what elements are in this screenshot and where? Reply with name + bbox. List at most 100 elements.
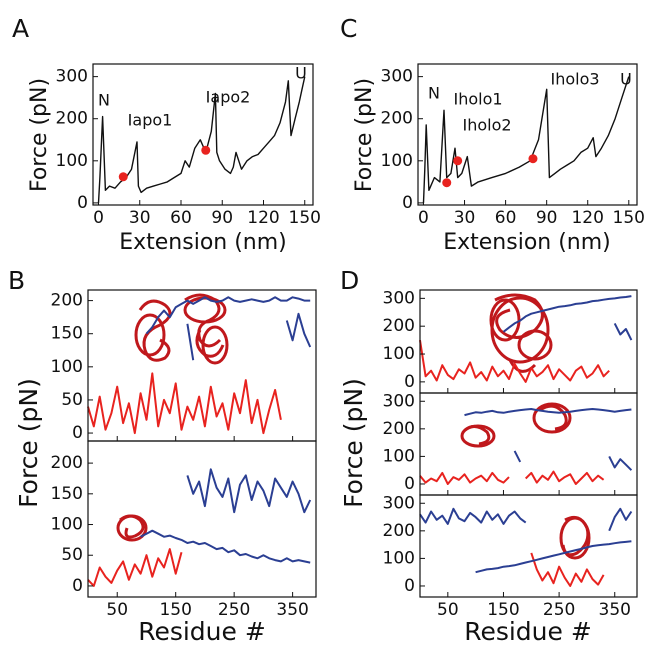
force-trace: [475, 540, 632, 574]
x-tick-label: 60: [495, 208, 517, 228]
x-axis-label: Residue #: [464, 617, 592, 646]
y-tick-label: 200: [383, 521, 415, 541]
y-tick-label: 100: [56, 151, 88, 171]
x-tick-label: 30: [129, 208, 151, 228]
force-trace: [145, 296, 311, 335]
y-tick-label: 200: [383, 316, 415, 336]
y-tick-label: 0: [77, 193, 88, 213]
force-trace: [513, 450, 633, 471]
x-tick-label: 250: [543, 600, 575, 620]
intermediate-point: [442, 178, 452, 188]
annotation: U: [295, 64, 307, 83]
x-axis-label: Extension (nm): [119, 230, 287, 255]
force-trace: [140, 529, 311, 564]
y-axis-label: Force (pN): [14, 378, 43, 508]
y-tick-label: 200: [51, 291, 83, 311]
force-trace: [186, 468, 312, 514]
protein-structure: [559, 515, 591, 560]
y-tick-label: 200: [381, 109, 413, 129]
y-tick-label: 150: [51, 324, 83, 344]
y-tick-label: 200: [56, 109, 88, 129]
protein-structure: [460, 402, 572, 448]
x-tick-label: 150: [289, 208, 321, 228]
y-tick-label: 300: [383, 391, 415, 411]
y-tick-label: 200: [51, 453, 83, 473]
plot-frame: [417, 63, 638, 206]
x-tick-label: 60: [170, 208, 192, 228]
force-trace: [87, 372, 282, 435]
plot-frame: [87, 440, 317, 598]
force-trace: [530, 552, 605, 587]
x-tick-label: 90: [211, 208, 233, 228]
x-tick-label: 90: [536, 208, 558, 228]
panel-label: A: [12, 14, 29, 43]
annotation: Iholo1: [453, 90, 502, 109]
x-tick-label: 120: [571, 208, 603, 228]
x-tick-label: 350: [276, 600, 308, 620]
y-tick-label: 100: [51, 515, 83, 535]
annotation: U: [620, 70, 632, 89]
plot-frame: [92, 63, 314, 206]
intermediate-point: [528, 154, 538, 164]
y-tick-label: 50: [61, 545, 83, 565]
intermediate-point: [453, 156, 463, 166]
y-tick-label: 150: [51, 484, 83, 504]
annotation: Iholo2: [462, 116, 511, 135]
x-tick-label: 0: [418, 208, 429, 228]
x-tick-label: 150: [487, 600, 519, 620]
force-trace: [419, 507, 633, 532]
panel-label: D: [340, 266, 359, 295]
annotation: Iapo2: [206, 88, 251, 107]
x-tick-label: 0: [93, 208, 104, 228]
x-tick-label: 350: [599, 600, 631, 620]
x-tick-label: 50: [437, 600, 459, 620]
panel-label: B: [8, 266, 25, 295]
y-axis-label: Force (pN): [339, 378, 368, 508]
intermediate-point: [201, 145, 211, 155]
force-trace: [613, 322, 633, 341]
y-tick-label: 0: [402, 193, 413, 213]
x-tick-label: 150: [159, 600, 191, 620]
x-tick-label: 150: [613, 208, 645, 228]
protein-structure: [116, 514, 148, 542]
y-axis-label: Force (pN): [352, 78, 377, 192]
y-tick-label: 300: [383, 288, 415, 308]
force-trace: [419, 339, 610, 383]
panel-label: C: [340, 14, 357, 43]
y-tick-label: 0: [72, 576, 83, 596]
y-tick-label: 200: [383, 419, 415, 439]
y-tick-label: 300: [56, 67, 88, 87]
y-tick-label: 0: [72, 423, 83, 443]
x-tick-label: 30: [454, 208, 476, 228]
y-tick-label: 100: [383, 548, 415, 568]
y-tick-label: 300: [381, 67, 413, 87]
x-tick-label: 50: [106, 600, 128, 620]
x-axis-label: Residue #: [138, 617, 266, 646]
force-trace: [97, 76, 306, 203]
force-trace: [419, 470, 605, 485]
x-tick-label: 250: [218, 600, 250, 620]
force-trace: [87, 548, 183, 587]
annotation: N: [98, 91, 110, 110]
force-trace: [464, 408, 632, 417]
y-tick-label: 0: [404, 474, 415, 494]
y-tick-label: 100: [383, 344, 415, 364]
y-tick-label: 0: [404, 372, 415, 392]
intermediate-point: [118, 172, 128, 182]
force-trace: [422, 76, 630, 203]
plot-frame: [419, 494, 638, 598]
y-tick-label: 100: [381, 151, 413, 171]
y-tick-label: 100: [383, 446, 415, 466]
force-trace: [186, 312, 312, 361]
x-tick-label: 120: [247, 208, 279, 228]
y-tick-label: 100: [51, 357, 83, 377]
x-axis-label: Extension (nm): [443, 230, 611, 255]
annotation: N: [428, 84, 440, 103]
force-trace: [502, 295, 632, 333]
y-tick-label: 50: [61, 390, 83, 410]
annotation: Iholo3: [550, 70, 599, 89]
y-axis-label: Force (pN): [27, 78, 52, 192]
protein-structure: [489, 293, 553, 373]
annotation: Iapo1: [128, 111, 173, 130]
